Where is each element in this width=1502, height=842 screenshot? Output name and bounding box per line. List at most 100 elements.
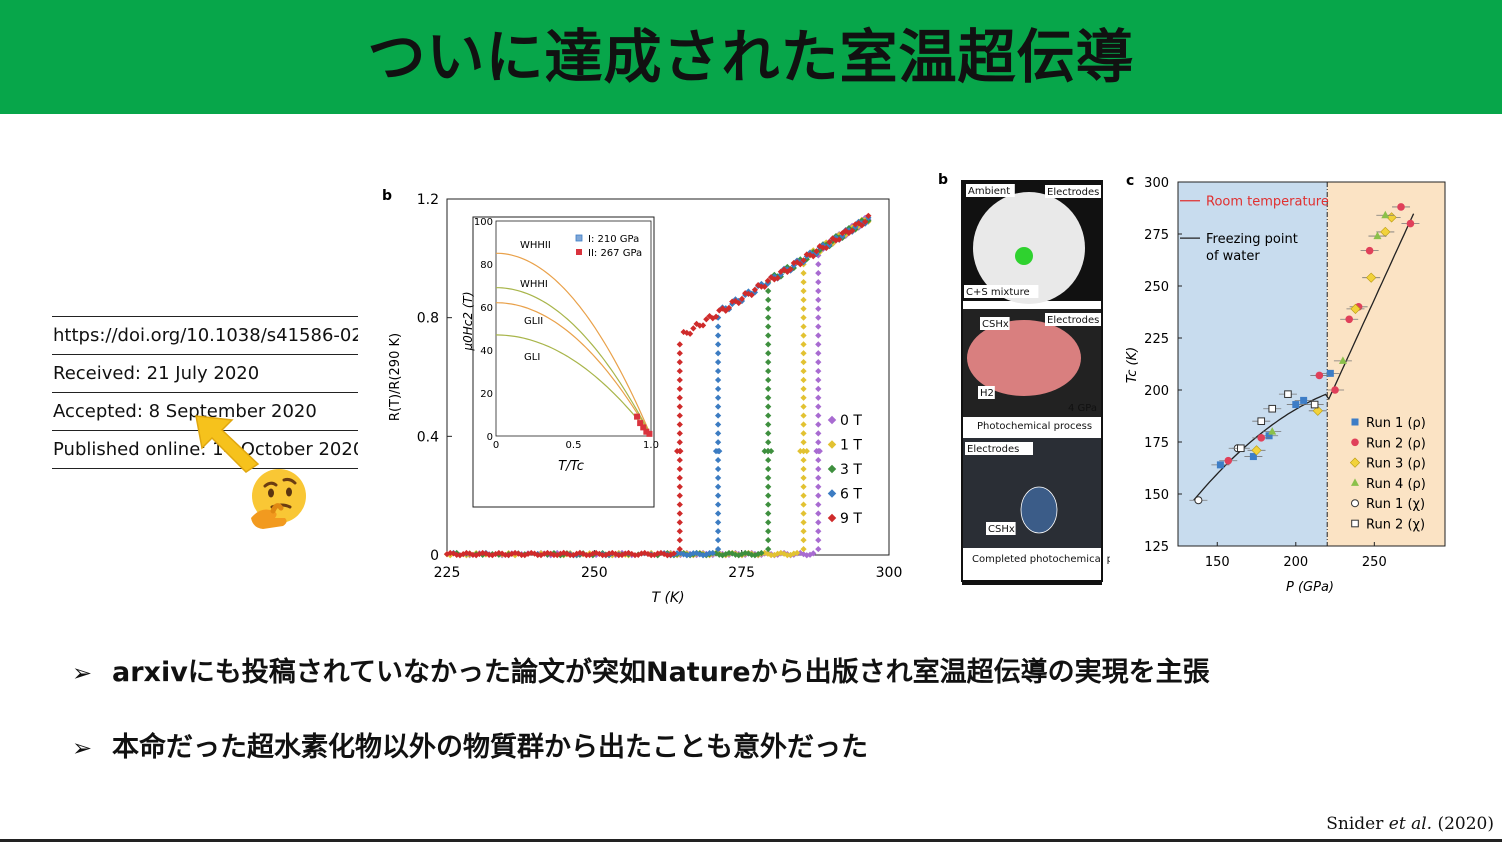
legend-marker — [1352, 500, 1359, 507]
data-point-9T — [677, 466, 683, 472]
y-tick-label: 175 — [1144, 436, 1169, 451]
data-point-6T — [715, 439, 721, 445]
data-point-6T — [715, 466, 721, 472]
data-point-9T — [677, 377, 683, 383]
inset-curve-label: GLII — [524, 316, 543, 327]
data-point-6T — [715, 537, 721, 543]
data-point-9T — [677, 412, 683, 418]
data-point-3T — [765, 306, 771, 312]
inset-curve-label: WHHI — [520, 279, 548, 290]
x-tick-label: 275 — [728, 565, 755, 581]
data-point-1T — [800, 501, 806, 507]
inset-y-tick-label: 80 — [480, 260, 493, 271]
pointer-arrow-icon — [192, 412, 262, 474]
inset-data-point — [634, 414, 640, 420]
data-point-3T — [765, 350, 771, 356]
data-point-1T — [800, 475, 806, 481]
data-point — [1311, 401, 1318, 408]
data-point — [1195, 497, 1202, 504]
data-point-1T — [800, 395, 806, 401]
panel-letter: b — [382, 188, 392, 204]
data-point-3T — [765, 439, 771, 445]
freezing-label: Freezing point — [1206, 232, 1298, 247]
y-tick-label: 0.8 — [417, 311, 439, 327]
data-point-3T — [765, 315, 771, 321]
x-tick-label: 200 — [1283, 555, 1308, 570]
data-point-3T — [765, 528, 771, 534]
inset-curve-label: WHHII — [520, 240, 551, 251]
data-point-1T — [800, 377, 806, 383]
data-point-0T — [815, 368, 821, 374]
data-point — [1397, 203, 1405, 211]
data-point — [1217, 461, 1224, 468]
data-point-6T — [715, 519, 721, 525]
data-point-1T — [800, 359, 806, 365]
photo-label: H2 — [980, 388, 994, 399]
received-row: Received: 21 July 2020 — [52, 354, 358, 392]
data-point-3T — [765, 510, 771, 516]
data-point-1T — [800, 404, 806, 410]
data-point — [1292, 401, 1299, 408]
data-point-3T — [765, 297, 771, 303]
data-point-3T — [765, 537, 771, 543]
x-axis-label: P (GPa) — [1286, 580, 1334, 595]
data-point-0T — [815, 528, 821, 534]
data-point-0T — [815, 288, 821, 294]
data-point-0T — [815, 297, 821, 303]
data-point-0T — [815, 457, 821, 463]
data-point-6T — [715, 368, 721, 374]
photo-crystal — [1021, 487, 1057, 533]
data-point-6T — [715, 475, 721, 481]
citation-etal: et al. — [1389, 814, 1432, 834]
data-point-1T — [800, 368, 806, 374]
data-point-3T — [765, 501, 771, 507]
data-point-0T — [815, 466, 821, 472]
y-axis-label: R(T)/R(290 K) — [388, 333, 403, 421]
inset-y-tick-label: 60 — [480, 303, 493, 314]
legend-label: Run 3 (ρ) — [1366, 457, 1426, 472]
data-point-0T — [815, 386, 821, 392]
legend-label: 9 T — [840, 511, 862, 527]
data-point-9T — [677, 386, 683, 392]
data-point-0T — [815, 439, 821, 445]
photo-label: 4 GPa — [1068, 403, 1097, 414]
data-point-9T — [677, 493, 683, 499]
data-point-0T — [815, 323, 821, 329]
data-point-6T — [715, 412, 721, 418]
data-point-1T — [800, 466, 806, 472]
y-tick-label: 150 — [1144, 488, 1169, 503]
resistance-chart: b225 250 275 30000.40.81.2T (K)R(T)/R(290 K… — [380, 182, 920, 612]
data-point-3T — [765, 421, 771, 427]
data-point-0T — [815, 279, 821, 285]
data-point-3T — [765, 484, 771, 490]
data-point — [1331, 386, 1339, 394]
data-point-1T — [800, 439, 806, 445]
bullet-2-mark: ➢ — [72, 734, 112, 762]
x-tick-label: 300 — [876, 565, 903, 581]
photo-label: Ambient — [968, 186, 1010, 197]
inset-x-tick-label: 0 — [493, 440, 499, 451]
data-point-0T — [815, 315, 821, 321]
data-point-3T — [765, 430, 771, 436]
data-point-0T — [815, 395, 821, 401]
inset-x-label: T/Tc — [558, 459, 584, 474]
data-point-9T — [677, 501, 683, 507]
doi-row: https://doi.org/10.1038/s41586-020-2801-… — [52, 316, 358, 354]
data-point-6T — [715, 359, 721, 365]
legend-label: 3 T — [840, 462, 862, 478]
y-tick-label: 250 — [1144, 280, 1169, 295]
data-point-6T — [715, 341, 721, 347]
photo-label: Electrodes — [1047, 187, 1099, 198]
legend-label: Run 4 (ρ) — [1366, 477, 1426, 492]
panel-letter: c — [1126, 173, 1134, 189]
data-point-6T — [715, 377, 721, 383]
data-point-1T — [800, 528, 806, 534]
data-point-9T — [677, 510, 683, 516]
inset-y-tick-label: 20 — [480, 389, 493, 400]
x-tick-label: 150 — [1205, 555, 1230, 570]
data-point-0T — [815, 306, 821, 312]
data-point-6T — [715, 430, 721, 436]
title-bar: ついに達成された室温超伝導 — [0, 0, 1502, 114]
inset-x-tick-label: 1.0 — [643, 440, 659, 451]
room-temp-label: Room temperature — [1206, 195, 1329, 210]
